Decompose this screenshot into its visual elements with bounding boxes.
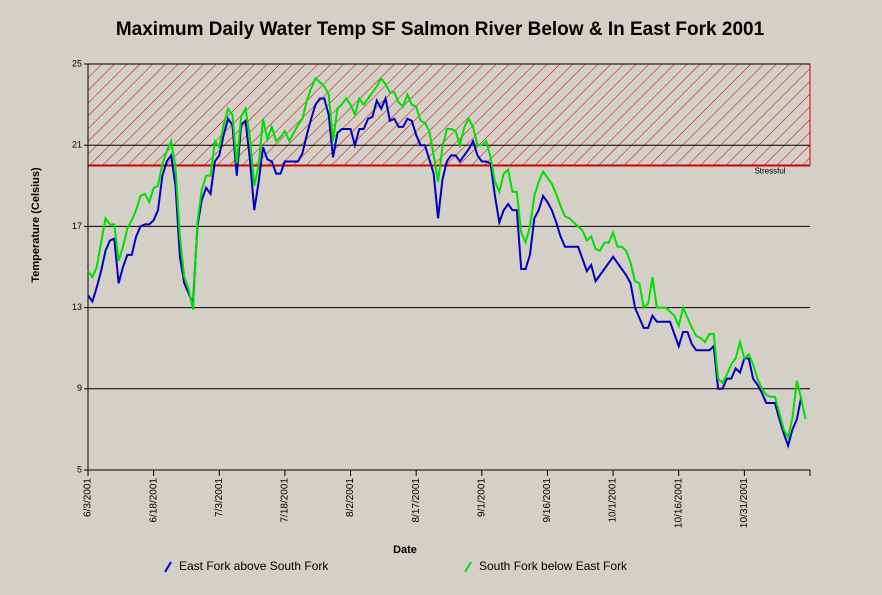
x-tick-label: 7/18/2001 [280,478,291,523]
y-tick-label: 5 [77,464,82,474]
legend-swatch [464,561,472,573]
y-tick-label: 25 [72,58,82,68]
legend-label: South Fork below East Fork [479,559,628,573]
x-tick-label: 7/3/2001 [214,478,225,517]
stress-zone [87,63,811,166]
x-tick-label: 10/1/2001 [608,478,619,523]
x-tick-label: 6/3/2001 [83,478,94,517]
x-tick-label: 8/17/2001 [411,478,422,523]
legend-swatch [164,561,172,573]
legend-label: East Fork above South Fork [179,559,329,573]
y-tick-label: 13 [72,302,82,312]
threshold-label: Stressful [754,167,785,176]
chart-title: Maximum Daily Water Temp SF Salmon River… [116,19,765,40]
x-tick-label: 10/31/2001 [739,478,750,528]
x-tick-label: 9/16/2001 [542,478,553,523]
series-line [87,95,803,449]
x-tick-label: 10/16/2001 [673,478,684,528]
y-axis-label: Temperature (Celsius) [30,167,42,283]
x-axis-label: Date [393,544,417,556]
x-tick-label: 9/1/2001 [476,478,487,517]
x-tick-label: 6/18/2001 [148,478,159,523]
series-line [87,76,807,441]
y-tick-label: 9 [77,383,82,393]
y-tick-label: 17 [72,221,82,231]
y-tick-label: 21 [72,140,82,150]
x-tick-label: 8/2/2001 [345,478,356,517]
